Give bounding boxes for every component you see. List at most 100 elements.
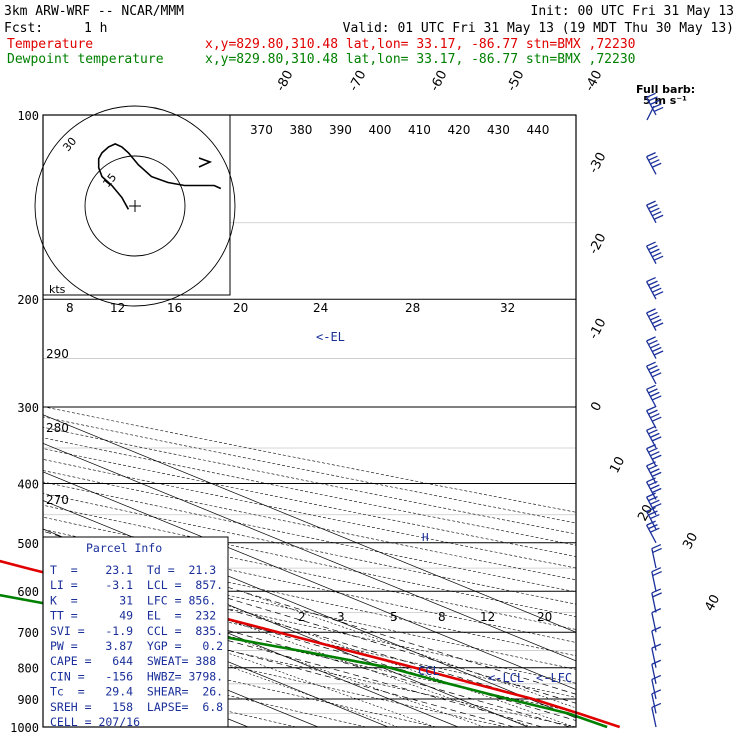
pressure-tick-label: 100 bbox=[17, 109, 39, 123]
parcel-info-box: Parcel Info T = 23.1 Td = 21.3LI = -3.1 … bbox=[42, 536, 229, 729]
hodograph-ring-30 bbox=[34, 105, 236, 307]
mixing-ratio-label: 12 bbox=[480, 610, 495, 624]
mixing-ratio-label: 3 bbox=[337, 610, 345, 624]
isotherm-line bbox=[43, 442, 576, 662]
legend-temperature: Temperature bbox=[7, 37, 93, 52]
theta-label: 410 bbox=[408, 123, 431, 137]
wet-bulb-label: 28 bbox=[405, 301, 420, 315]
theta-label: 370 bbox=[250, 123, 273, 137]
dry-adiabat bbox=[43, 516, 576, 630]
wind-barb bbox=[646, 200, 664, 224]
dry-adiabat-label: 270 bbox=[46, 493, 69, 507]
wind-barb bbox=[646, 308, 664, 331]
valid-time: Valid: 01 UTC Fri 31 May 13 (19 MDT Thu … bbox=[343, 21, 734, 36]
hodograph-trace bbox=[97, 143, 222, 210]
parcel-info-row: CIN = -156 HWBZ= 3798. bbox=[50, 669, 223, 683]
parcel-info-row: CAPE = 644 SWEAT= 388 bbox=[50, 654, 216, 668]
wind-barb bbox=[646, 152, 662, 175]
mixing-ratio-label: 8 bbox=[438, 610, 446, 624]
fcst-label: Fcst: bbox=[4, 21, 43, 36]
parcel-info-row: LI = -3.1 LCL = 857. bbox=[50, 578, 223, 592]
moist-adiabat bbox=[43, 591, 543, 727]
wet-bulb-label: 24 bbox=[313, 301, 328, 315]
isotherm-label: -30 bbox=[586, 150, 609, 176]
pressure-tick-label: 300 bbox=[17, 401, 39, 415]
isotherm-line bbox=[43, 414, 576, 633]
wind-barbs bbox=[646, 92, 664, 728]
mixing-ratio-label: 20 bbox=[537, 610, 552, 624]
parcel-info-row: CELL = 207/16 bbox=[50, 715, 140, 729]
theta-label: 380 bbox=[290, 123, 313, 137]
model-title: 3km ARW-WRF -- NCAR/MMM bbox=[4, 4, 184, 19]
wind-barb bbox=[651, 543, 662, 569]
wind-barb bbox=[646, 361, 662, 385]
wind-barb bbox=[646, 520, 660, 544]
wind-barb bbox=[646, 477, 662, 500]
parcel-info-row: TT = 49 EL = 232 bbox=[50, 609, 216, 623]
wind-barb bbox=[651, 567, 662, 592]
parcel-info-row: SVI = -1.9 CCL = 835. bbox=[50, 624, 223, 638]
legend-temperature-info: x,y=829.80,310.48 lat,lon= 33.17, -86.77… bbox=[205, 37, 635, 52]
dewpoint-line bbox=[0, 593, 608, 729]
theta-label: 440 bbox=[527, 123, 550, 137]
pressure-tick-label: 200 bbox=[17, 293, 39, 307]
isotherm-label: -10 bbox=[586, 316, 609, 342]
plot-frame bbox=[42, 114, 577, 728]
pressure-tick-label: 800 bbox=[17, 662, 39, 676]
hodograph-unit-label: kts bbox=[49, 283, 66, 296]
isotherm-label: 30 bbox=[680, 530, 701, 552]
wind-barb bbox=[651, 643, 662, 668]
wind-barb bbox=[646, 384, 662, 408]
parcel-info-row: K = 31 LFC = 856. bbox=[50, 593, 216, 607]
wind-key-title: Full barb: bbox=[636, 83, 695, 96]
lcl-annotation: <-LCL bbox=[488, 671, 524, 685]
wet-bulb-label: 16 bbox=[167, 301, 182, 315]
mixing-ratio-line bbox=[187, 590, 575, 727]
pressure-tick-label: 600 bbox=[17, 585, 39, 599]
parcel-info-row: Tc = 29.4 SHEAR= 26. bbox=[50, 685, 223, 699]
wind-barb bbox=[646, 241, 664, 265]
wind-barb bbox=[646, 425, 662, 449]
init-time: Init: 00 UTC Fri 31 May 13 bbox=[531, 4, 735, 19]
wind-barb bbox=[651, 588, 662, 613]
isotherm-label: 40 bbox=[702, 592, 723, 614]
moist-adiabat bbox=[43, 543, 576, 704]
isotherm-label: -40 bbox=[582, 68, 605, 94]
dry-adiabat-label: 280 bbox=[46, 421, 69, 435]
dry-adiabat-label: 290 bbox=[46, 347, 69, 361]
mixing-ratio-label: 2 bbox=[298, 610, 306, 624]
isotherm-label: -80 bbox=[273, 68, 296, 94]
pressure-tick-label: 400 bbox=[17, 477, 39, 491]
pressure-tick-label: 500 bbox=[17, 537, 39, 551]
mixing-ratio-line bbox=[101, 590, 485, 727]
ccl-annotation: CCL bbox=[418, 664, 440, 678]
parcel-info-row: PW = 3.87 YGP = 0.2 bbox=[50, 639, 223, 653]
isotherm-label: -50 bbox=[504, 68, 527, 94]
parcel-info-row: T = 23.1 Td = 21.3 bbox=[50, 563, 216, 577]
parcel-info-row: SREH = 158 LAPSE= 6.8 bbox=[50, 700, 223, 714]
dry-adiabat bbox=[43, 608, 576, 727]
theta-label: 420 bbox=[448, 123, 471, 137]
wind-barb bbox=[646, 444, 662, 467]
wind-barb bbox=[651, 689, 662, 714]
hodograph-ring-15 bbox=[84, 155, 186, 257]
isotherm-label: -20 bbox=[586, 231, 609, 257]
wet-bulb-label: 20 bbox=[233, 301, 248, 315]
isotherm-label: 10 bbox=[607, 454, 628, 476]
isotherm-label: 0 bbox=[588, 400, 605, 414]
mixing-ratio-label: 5 bbox=[390, 610, 398, 624]
wet-bulb-label: 12 bbox=[110, 301, 125, 315]
wind-barb bbox=[646, 276, 664, 300]
wind-barb bbox=[646, 406, 662, 429]
isotherm-line bbox=[43, 528, 529, 727]
wet-bulb-label: 8 bbox=[66, 301, 74, 315]
pressure-tick-label: 1000 bbox=[10, 721, 39, 735]
wind-barb bbox=[651, 702, 662, 728]
pressure-tick-label: 900 bbox=[17, 693, 39, 707]
el-annotation: <-EL bbox=[316, 330, 345, 344]
dry-adiabat bbox=[43, 504, 576, 618]
lfc-annotation: <-LFC bbox=[536, 671, 572, 685]
wind-barb bbox=[651, 659, 662, 684]
